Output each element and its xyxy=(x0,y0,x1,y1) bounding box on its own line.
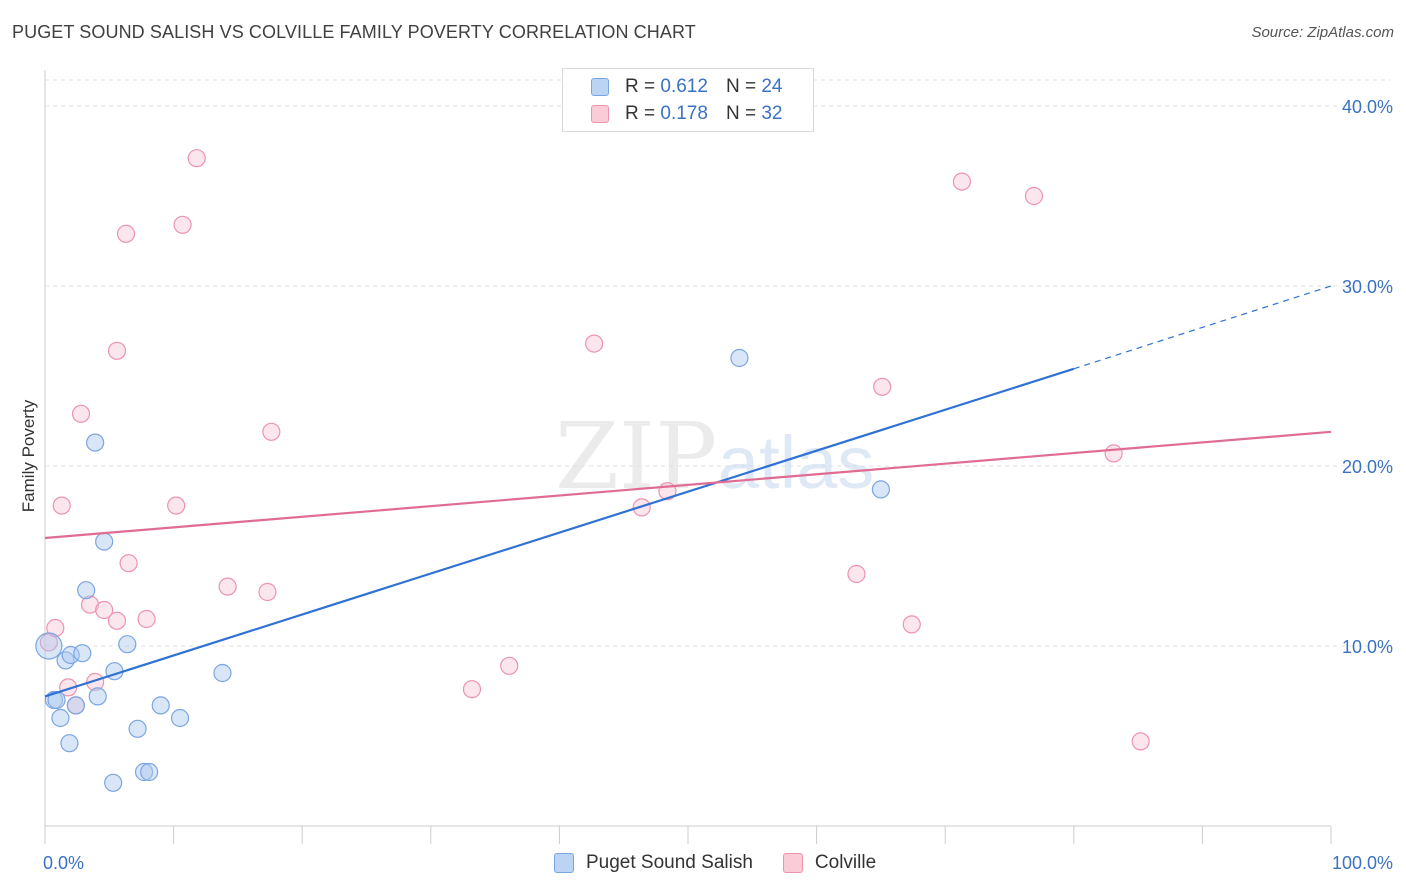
y-tick-label: 10.0% xyxy=(1342,637,1393,657)
puget-sound-salish-point xyxy=(47,690,66,710)
colville-point xyxy=(107,611,127,630)
puget-sound-salish-point xyxy=(66,696,85,715)
colville-point xyxy=(847,564,866,584)
colville-point xyxy=(218,577,237,596)
colville-point xyxy=(1024,186,1044,206)
legend-n-value-puget-sound-salish: 24 xyxy=(761,76,783,97)
y-tick-label: 20.0% xyxy=(1342,457,1393,477)
colville-point xyxy=(1131,732,1150,751)
puget-sound-salish-point xyxy=(56,651,75,670)
series-legend-item-puget-sound-salish: Puget Sound Salish xyxy=(554,852,753,874)
series-legend-label-puget-sound-salish: Puget Sound Salish xyxy=(586,852,753,873)
legend-row-colville: R = 0.178 N = 32 xyxy=(591,102,782,126)
colville-point xyxy=(902,615,921,634)
puget-sound-salish-point xyxy=(151,696,170,715)
watermark-zip: ZIP xyxy=(555,403,717,510)
puget-sound-salish-point xyxy=(35,632,63,660)
colville-point xyxy=(1104,444,1123,463)
puget-sound-salish-point xyxy=(88,687,107,706)
watermark-atlas: atlas xyxy=(718,421,874,504)
legend-r-label: R = xyxy=(625,76,656,97)
series-legend: Puget Sound Salish Colville xyxy=(554,852,906,874)
colville-point xyxy=(80,595,100,614)
legend-r-value-colville: 0.178 xyxy=(660,103,708,124)
colville-point xyxy=(952,172,972,191)
puget-sound-salish-point xyxy=(213,663,232,683)
puget-sound-salish-point xyxy=(730,348,749,368)
puget-sound-salish-point xyxy=(51,708,70,728)
colville-point xyxy=(46,618,65,638)
puget-sound-salish-point xyxy=(95,532,114,551)
series-legend-swatch-colville xyxy=(782,853,803,873)
x-tick-label: 100.0% xyxy=(1332,853,1393,873)
puget-sound-salish-point xyxy=(73,644,92,663)
puget-sound-salish-trendline-extension xyxy=(1073,285,1332,370)
x-tick-label: 0.0% xyxy=(43,853,84,873)
legend-swatch-puget-sound-salish xyxy=(591,78,609,96)
legend-n-label: N = xyxy=(725,103,757,124)
colville-point xyxy=(137,609,156,629)
y-tick-label: 40.0% xyxy=(1342,97,1393,117)
colville-point xyxy=(52,496,71,515)
puget-sound-salish-point xyxy=(77,581,96,600)
puget-sound-salish-trendline xyxy=(44,367,1075,698)
legend-n-label: N = xyxy=(725,76,757,97)
legend-row-puget-sound-salish: R = 0.612 N = 24 xyxy=(591,75,782,99)
correlation-legend: R = 0.612 N = 24 R = 0.178 N = 32 xyxy=(562,68,814,132)
chart-title: PUGET SOUND SALISH VS COLVILLE FAMILY PO… xyxy=(12,22,696,42)
series-legend-label-colville: Colville xyxy=(814,852,877,873)
puget-sound-salish-point xyxy=(86,433,105,452)
legend-n-value-colville: 32 xyxy=(761,103,783,124)
source-label: Source: ZipAtlas.com xyxy=(1251,24,1394,41)
legend-swatch-colville xyxy=(591,105,609,123)
colville-point xyxy=(167,496,186,515)
colville-trendline xyxy=(44,430,1332,540)
colville-point xyxy=(116,224,136,243)
puget-sound-salish-point xyxy=(118,635,137,654)
puget-sound-salish-point xyxy=(170,708,190,728)
puget-sound-salish-point xyxy=(871,480,891,499)
colville-point xyxy=(107,341,127,360)
puget-sound-salish-point xyxy=(134,762,154,782)
colville-point xyxy=(119,554,138,573)
puget-sound-salish-point xyxy=(61,645,80,665)
colville-point xyxy=(258,582,277,602)
colville-point xyxy=(95,600,114,620)
colville-point xyxy=(262,422,281,441)
puget-sound-salish-point xyxy=(60,734,79,753)
y-axis-label: Family Poverty xyxy=(19,399,38,512)
y-tick-label: 30.0% xyxy=(1342,277,1393,297)
legend-r-label: R = xyxy=(625,103,656,124)
colville-point xyxy=(585,334,604,353)
colville-point xyxy=(71,404,91,423)
colville-point xyxy=(462,680,482,699)
puget-sound-salish-point xyxy=(104,773,123,792)
puget-sound-salish-point xyxy=(140,762,159,782)
colville-point xyxy=(173,215,192,234)
legend-r-value-puget-sound-salish: 0.612 xyxy=(660,76,708,97)
puget-sound-salish-point xyxy=(128,719,147,738)
colville-point xyxy=(187,149,206,168)
colville-point xyxy=(873,377,892,396)
series-legend-swatch-puget-sound-salish xyxy=(554,853,574,873)
series-legend-item-colville: Colville xyxy=(782,852,877,874)
colville-point xyxy=(500,656,519,675)
